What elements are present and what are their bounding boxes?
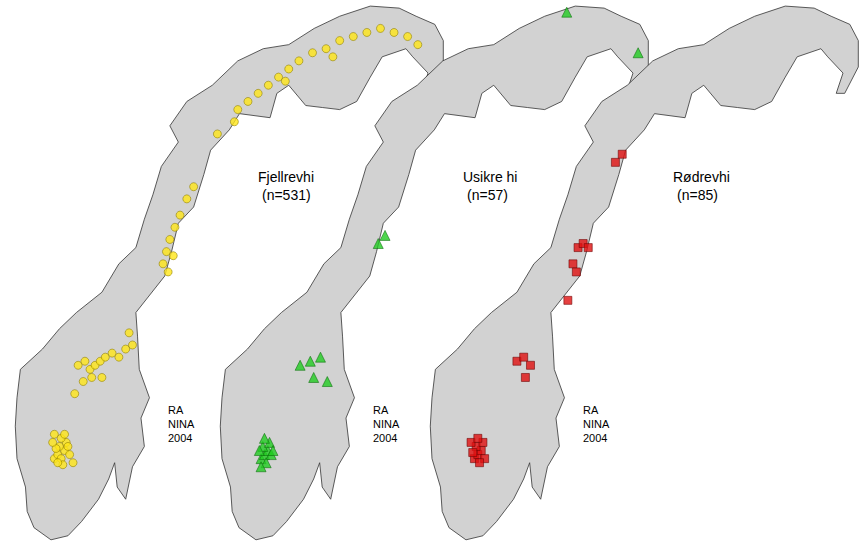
svg-text:2004: 2004 (168, 432, 192, 444)
svg-text:Fjellrevhi: Fjellrevhi (258, 169, 314, 185)
svg-text:2004: 2004 (373, 432, 397, 444)
svg-text:NINA: NINA (583, 418, 610, 430)
svg-text:2004: 2004 (583, 432, 607, 444)
svg-text:(n=85): (n=85) (677, 187, 718, 203)
svg-text:NINA: NINA (168, 418, 195, 430)
svg-text:Usikre hi: Usikre hi (463, 169, 517, 185)
svg-text:RA: RA (583, 404, 599, 416)
svg-text:Rødrevhi: Rødrevhi (673, 169, 730, 185)
svg-text:RA: RA (168, 404, 184, 416)
svg-text:NINA: NINA (373, 418, 400, 430)
svg-text:(n=57): (n=57) (467, 187, 508, 203)
svg-text:RA: RA (373, 404, 389, 416)
svg-text:(n=531): (n=531) (262, 187, 311, 203)
